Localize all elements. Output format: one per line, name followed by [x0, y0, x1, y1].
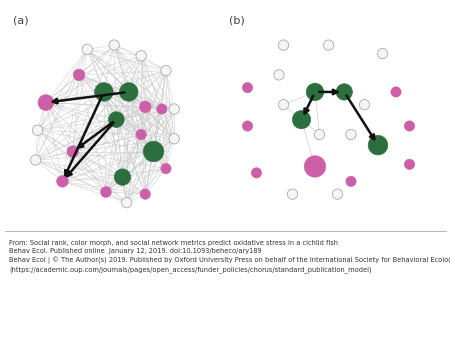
- Point: [119, 174, 126, 180]
- Point: [280, 42, 287, 48]
- Point: [171, 136, 178, 142]
- Point: [275, 72, 283, 78]
- Point: [253, 170, 260, 175]
- Point: [162, 166, 170, 171]
- Point: [76, 72, 83, 78]
- Point: [142, 191, 149, 197]
- Point: [142, 104, 149, 110]
- Point: [84, 47, 91, 52]
- Text: (a): (a): [13, 15, 28, 25]
- Point: [171, 106, 178, 112]
- Point: [298, 117, 305, 122]
- Point: [59, 179, 66, 184]
- Point: [392, 89, 400, 95]
- Point: [138, 53, 145, 58]
- Point: [361, 102, 368, 107]
- Point: [123, 200, 130, 206]
- Point: [111, 42, 118, 48]
- Point: [280, 102, 287, 107]
- Point: [150, 149, 157, 154]
- Point: [347, 132, 355, 137]
- Text: (b): (b): [230, 15, 245, 25]
- Point: [347, 179, 355, 184]
- Point: [162, 68, 170, 73]
- Point: [374, 143, 382, 148]
- Point: [244, 85, 251, 90]
- Point: [32, 158, 39, 163]
- Point: [311, 89, 319, 95]
- Point: [69, 149, 76, 154]
- Point: [334, 191, 341, 197]
- Point: [325, 42, 332, 48]
- Point: [316, 132, 323, 137]
- Point: [244, 123, 251, 129]
- Point: [100, 89, 108, 95]
- Point: [289, 191, 296, 197]
- Point: [34, 127, 41, 133]
- Point: [125, 89, 132, 95]
- Point: [341, 89, 348, 95]
- Point: [138, 132, 145, 137]
- Point: [379, 51, 386, 56]
- Point: [311, 164, 319, 169]
- Point: [158, 106, 166, 112]
- Point: [112, 117, 120, 122]
- Point: [406, 162, 413, 167]
- Point: [42, 100, 50, 105]
- Text: From: Social rank, color morph, and social network metrics predict oxidative str: From: Social rank, color morph, and soci…: [9, 240, 450, 273]
- Point: [102, 189, 109, 195]
- Point: [406, 123, 413, 129]
